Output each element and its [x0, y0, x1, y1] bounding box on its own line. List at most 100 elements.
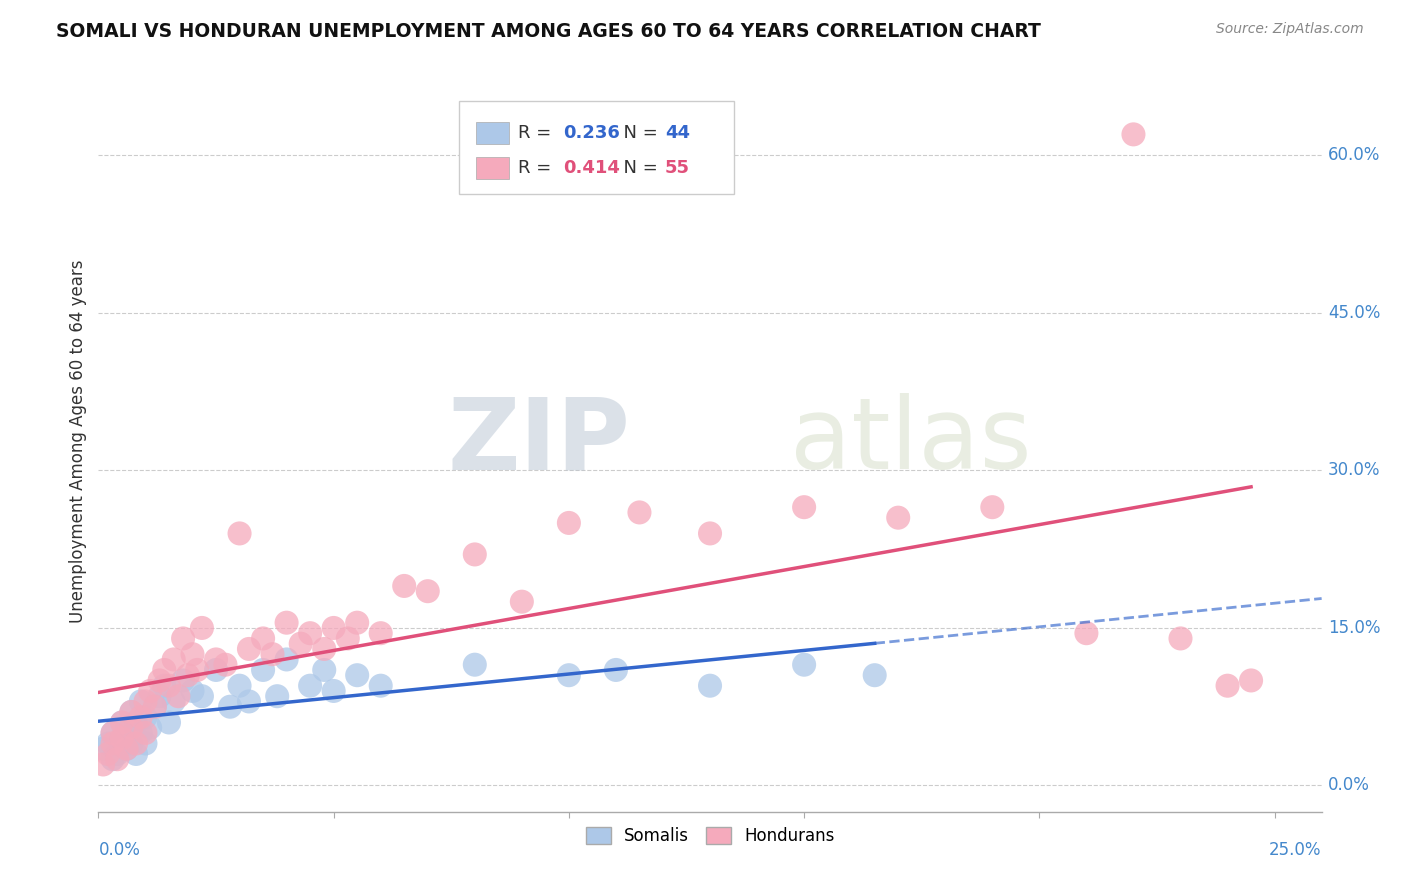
Point	[219, 699, 242, 714]
Point	[111, 731, 134, 746]
Point	[863, 668, 886, 682]
Point	[163, 694, 186, 708]
Point	[101, 726, 124, 740]
Point	[111, 715, 134, 730]
Point	[129, 694, 152, 708]
Point	[1240, 673, 1263, 688]
Point	[149, 689, 172, 703]
Point	[101, 726, 124, 740]
Point	[105, 747, 128, 761]
Legend: Somalis, Hondurans: Somalis, Hondurans	[579, 820, 841, 852]
Text: 0.0%: 0.0%	[1327, 776, 1369, 795]
Point	[120, 721, 142, 735]
Point	[1122, 128, 1144, 142]
Point	[101, 752, 124, 766]
Text: 55: 55	[665, 159, 690, 177]
Point	[628, 505, 651, 519]
Point	[186, 663, 208, 677]
Point	[125, 747, 148, 761]
Point	[322, 621, 344, 635]
Point	[605, 663, 627, 677]
Point	[134, 694, 156, 708]
Point	[1216, 679, 1239, 693]
Text: 15.0%: 15.0%	[1327, 619, 1381, 637]
Point	[276, 652, 298, 666]
Point	[97, 736, 120, 750]
Point	[153, 663, 176, 677]
Point	[129, 710, 152, 724]
Point	[252, 632, 274, 646]
Point	[115, 741, 138, 756]
Point	[1170, 632, 1192, 646]
Text: R =: R =	[517, 159, 557, 177]
Point	[299, 679, 322, 693]
Point	[276, 615, 298, 630]
Point	[139, 684, 162, 698]
Text: 0.0%: 0.0%	[98, 841, 141, 859]
Text: N =: N =	[612, 159, 664, 177]
Text: 0.236: 0.236	[564, 124, 620, 142]
Point	[464, 548, 486, 562]
Point	[120, 705, 142, 719]
Point	[699, 526, 721, 541]
Point	[181, 647, 204, 661]
Point	[139, 721, 162, 735]
Point	[111, 715, 134, 730]
Point	[464, 657, 486, 672]
Point	[91, 741, 114, 756]
Text: 0.414: 0.414	[564, 159, 620, 177]
Point	[416, 584, 439, 599]
Point	[134, 726, 156, 740]
Point	[1076, 626, 1098, 640]
FancyBboxPatch shape	[477, 156, 509, 178]
Point	[510, 595, 533, 609]
Point	[115, 721, 138, 735]
Point	[115, 741, 138, 756]
Point	[91, 757, 114, 772]
Point	[214, 657, 236, 672]
Text: atlas: atlas	[790, 393, 1031, 490]
Point	[887, 510, 910, 524]
Point	[290, 637, 312, 651]
Point	[191, 689, 214, 703]
Point	[105, 752, 128, 766]
Text: N =: N =	[612, 124, 664, 142]
Point	[793, 500, 815, 515]
Text: ZIP: ZIP	[447, 393, 630, 490]
FancyBboxPatch shape	[477, 121, 509, 144]
Point	[177, 668, 200, 682]
Point	[252, 663, 274, 677]
Point	[238, 694, 260, 708]
Point	[205, 663, 228, 677]
Point	[157, 715, 180, 730]
Point	[299, 626, 322, 640]
Point	[238, 642, 260, 657]
FancyBboxPatch shape	[460, 101, 734, 194]
Point	[181, 684, 204, 698]
Point	[153, 679, 176, 693]
Text: Source: ZipAtlas.com: Source: ZipAtlas.com	[1216, 22, 1364, 37]
Point	[143, 699, 166, 714]
Point	[167, 689, 190, 703]
Y-axis label: Unemployment Among Ages 60 to 64 years: Unemployment Among Ages 60 to 64 years	[69, 260, 87, 624]
Point	[172, 632, 194, 646]
Point	[120, 705, 142, 719]
Point	[314, 642, 336, 657]
Point	[125, 715, 148, 730]
Text: SOMALI VS HONDURAN UNEMPLOYMENT AMONG AGES 60 TO 64 YEARS CORRELATION CHART: SOMALI VS HONDURAN UNEMPLOYMENT AMONG AG…	[56, 22, 1040, 41]
Point	[134, 710, 156, 724]
Point	[120, 736, 142, 750]
Point	[191, 621, 214, 635]
Point	[370, 626, 392, 640]
Point	[346, 668, 368, 682]
Point	[262, 647, 284, 661]
Point	[558, 516, 581, 530]
Point	[346, 615, 368, 630]
Point	[129, 726, 152, 740]
Text: 44: 44	[665, 124, 690, 142]
Point	[205, 652, 228, 666]
Point	[314, 663, 336, 677]
Point	[558, 668, 581, 682]
Point	[157, 679, 180, 693]
Text: 30.0%: 30.0%	[1327, 461, 1381, 479]
